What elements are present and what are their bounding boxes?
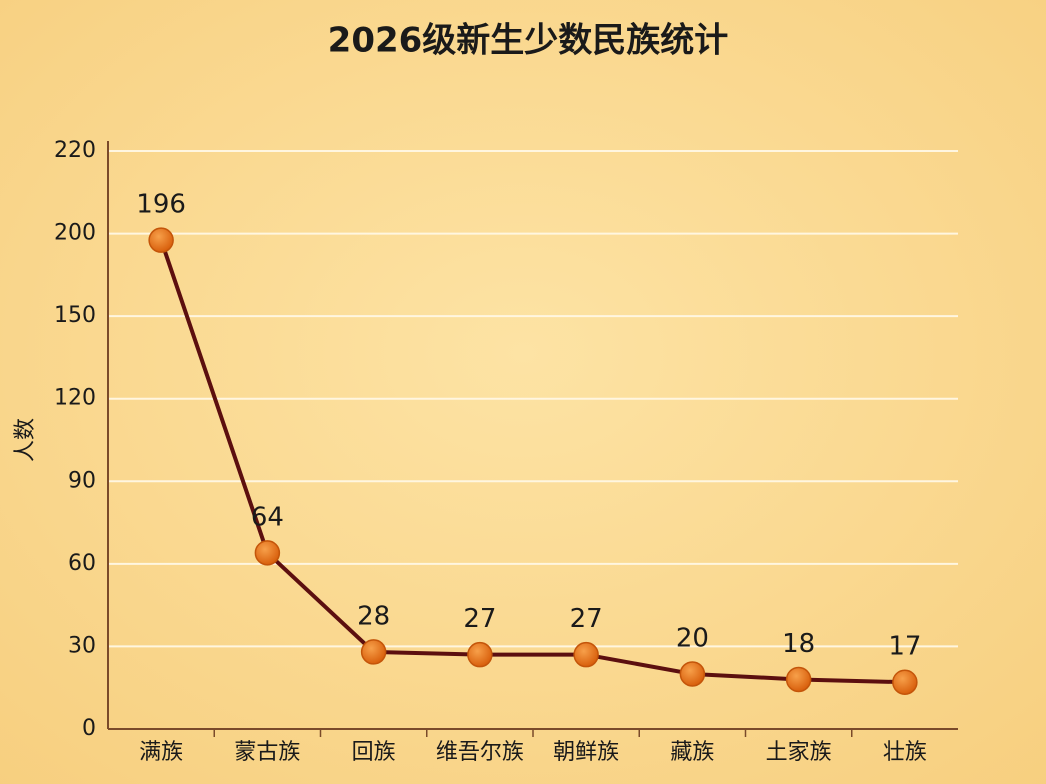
data-point [254,540,281,566]
y-tick-label: 150 [54,303,96,328]
line [159,239,905,685]
x-tick-label: 壮族 [883,740,927,765]
y-axis-label: 人数 [13,418,38,462]
y-tick-label: 200 [54,221,96,246]
data-label: 196 [136,190,186,220]
chart-title: 2026级新生少数民族统计 [328,21,729,61]
y-tick-label: 30 [68,633,96,658]
y-tick-label: 120 [54,386,96,411]
x-tick-label: 回族 [352,740,396,765]
x-tick-label: 土家族 [766,740,832,765]
x-tick-label: 藏族 [670,740,714,765]
data-label: 64 [251,502,284,532]
data-point [892,669,918,695]
data-label: 27 [463,604,496,634]
x-tick-label: 满族 [139,740,183,765]
data-point [148,227,174,253]
x-tick-label: 蒙古族 [234,740,300,765]
data-point [679,661,706,687]
y-tick-label: 220 [54,138,96,163]
data-point [573,641,599,668]
y-tick-label: 0 [82,716,96,741]
data-label: 27 [570,604,603,634]
data-label: 18 [782,629,815,659]
data-point [360,639,387,665]
data-label: 28 [357,601,390,631]
data-point [467,641,493,668]
y-tick-label: 90 [68,468,96,493]
y-tick-label: 60 [68,551,96,576]
x-tick-label: 维吾尔族 [436,740,524,765]
data-point [785,666,812,693]
data-label: 20 [676,623,709,653]
data-label: 17 [888,632,921,662]
x-tick-label: 朝鲜族 [553,740,619,765]
